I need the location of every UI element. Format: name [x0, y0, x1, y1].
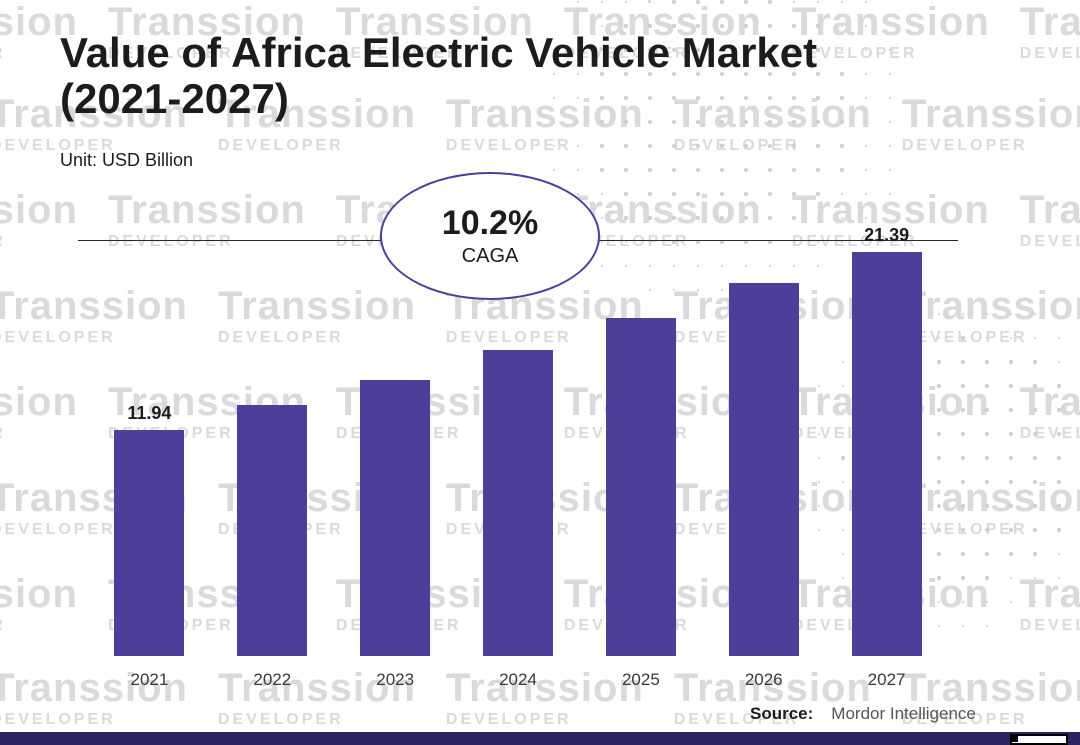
bottom-strip — [0, 732, 1080, 745]
chart-title-line2: (2021-2027) — [60, 75, 289, 122]
bar — [729, 283, 799, 656]
source-value: Mordor Intelligence — [831, 704, 976, 724]
bar-slot: . — [211, 378, 334, 656]
x-axis-label: 2025 — [579, 670, 702, 690]
bar — [606, 318, 676, 656]
bar-slot: . — [334, 353, 457, 656]
bar — [237, 405, 307, 656]
bar-slot: 11.94 — [88, 403, 211, 656]
bar-value-label: 21.39 — [864, 225, 909, 246]
bar-value-label: 11.94 — [127, 403, 171, 424]
x-axis-label: 2024 — [457, 670, 580, 690]
cagr-value: 10.2% — [442, 204, 538, 243]
x-axis-label: 2023 — [334, 670, 457, 690]
bar — [483, 350, 553, 656]
qr-code-icon — [1010, 734, 1068, 745]
bar — [852, 252, 922, 656]
bar — [114, 430, 184, 656]
bar-slot: . — [457, 323, 580, 656]
source: Source: Mordor Intelligence — [750, 704, 976, 724]
x-axis-label: 2022 — [211, 670, 334, 690]
content: Value of Africa Electric Vehicle Market … — [0, 0, 1080, 171]
chart-title-line1: Value of Africa Electric Vehicle Market — [60, 29, 817, 76]
x-axis-label: 2027 — [825, 670, 948, 690]
bar-slot: . — [579, 291, 702, 656]
cagr-callout: 10.2% CAGA — [380, 172, 600, 300]
source-key: Source: — [750, 704, 813, 724]
bar-slot: . — [702, 256, 825, 656]
bars: 11.94.....21.39 — [78, 240, 958, 656]
cagr-label: CAGA — [462, 245, 519, 268]
bar-slot: 21.39 — [825, 225, 948, 656]
x-axis-label: 2026 — [702, 670, 825, 690]
x-axis-labels: 2021202220232024202520262027 — [78, 670, 958, 690]
chart: 11.94.....21.39 202120222023202420252026… — [78, 240, 958, 696]
plot-area: 11.94.....21.39 — [78, 240, 958, 656]
x-axis-label: 2021 — [88, 670, 211, 690]
chart-subtitle: Unit: USD Billion — [60, 150, 1020, 171]
bar — [360, 380, 430, 656]
chart-title: Value of Africa Electric Vehicle Market … — [60, 30, 1020, 122]
